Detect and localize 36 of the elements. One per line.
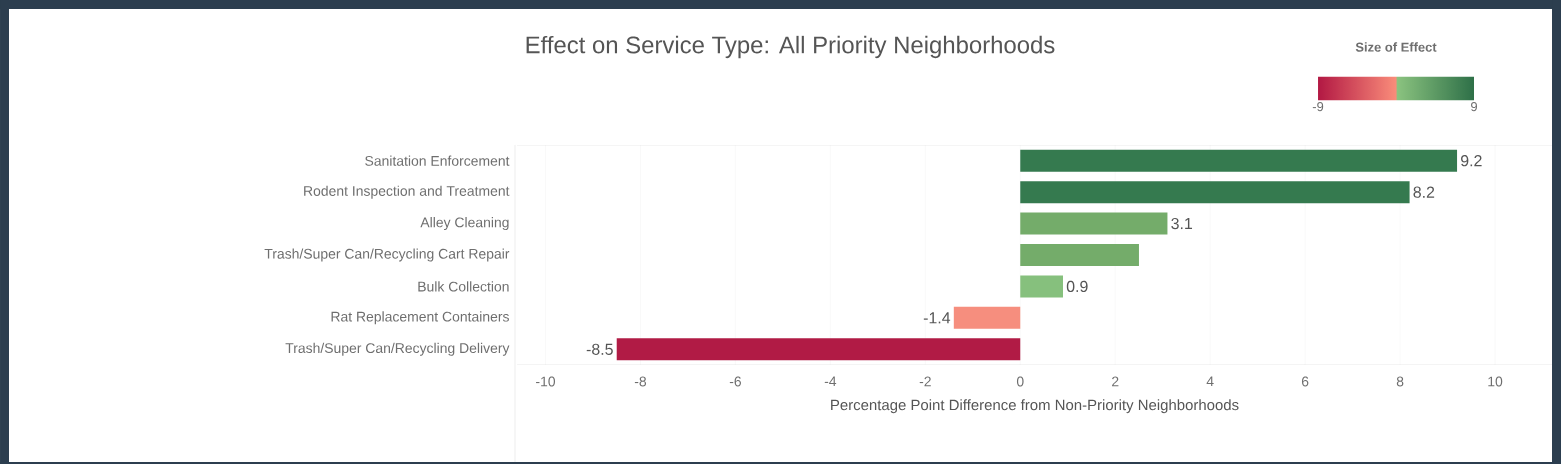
x-tick-label: 2 [1112, 376, 1119, 387]
x-tick-label: 4 [1206, 376, 1214, 387]
x-tick-label: -4 [824, 376, 837, 387]
bar [616, 338, 1021, 361]
y-tick-label: Trash/Super Can/Recycling Cart Repair [264, 248, 510, 262]
x-tick-label: -8 [634, 376, 647, 387]
bar [1020, 212, 1168, 235]
x-tick-label: 10 [1488, 376, 1503, 387]
x-tick-label: 0 [1016, 376, 1024, 387]
bar [1020, 244, 1139, 266]
color-bar-label: -9 [1312, 102, 1324, 112]
color-bar-title: Size of Effect [1355, 42, 1437, 52]
y-tick-label: Sanitation Enforcement [365, 155, 510, 166]
bar [1020, 275, 1063, 298]
x-axis-title: Percentage Point Difference from Non-Priority Neighborhoods [831, 399, 1239, 414]
y-tick-label: Bulk Collection [418, 281, 509, 292]
data-label: -1.4 [923, 312, 951, 324]
x-tick-label: 6 [1301, 376, 1309, 387]
x-tick-label: 8 [1396, 376, 1404, 387]
data-label: 3.1 [1171, 217, 1193, 230]
bar [953, 306, 1021, 329]
x-tick-label: -10 [536, 376, 556, 387]
x-tick-label: -6 [729, 376, 741, 387]
x-tick-label: -2 [919, 376, 931, 387]
color-bar-label: 9 [1471, 102, 1478, 112]
y-tick-label: Rat Replacement Containers [331, 311, 509, 325]
data-label: 0.9 [1066, 280, 1088, 293]
data-label: -8.5 [586, 343, 613, 355]
y-tick-label: Trash/Super Can/Recycling Delivery [285, 342, 510, 356]
data-label: 9.2 [1461, 155, 1482, 167]
data-label: 8.2 [1413, 186, 1435, 198]
chart-title: Effect on Service Type: All Priority Neighborhoods [526, 35, 1055, 59]
y-tick-label: Alley Cleaning [420, 217, 509, 231]
bar [1020, 181, 1410, 204]
y-tick-label: Rodent Inspection and Treatment [304, 185, 510, 199]
bar [1020, 149, 1458, 172]
